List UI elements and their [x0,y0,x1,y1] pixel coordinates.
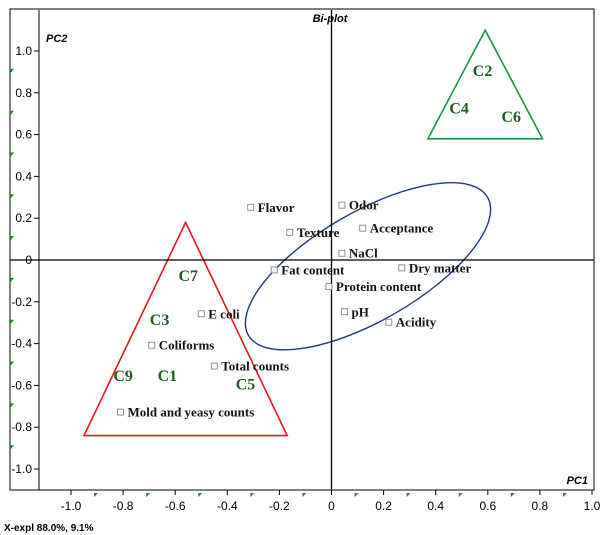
x-tick-marker [354,493,359,497]
variable-label: Total counts [221,359,289,374]
sample-label: C2 [473,63,493,80]
variable-marker [148,341,156,349]
x-tick-label: 1.0 [584,499,601,513]
x-tick-marker [146,493,151,497]
cluster-ellipse [244,182,492,351]
x-tick-label: 0.8 [532,499,549,513]
y-tick-label: 0 [25,253,32,267]
chart-title: Bi-plot [313,13,349,25]
y-tick-label: -0.8 [11,420,32,434]
x-tick-marker [198,493,203,497]
x-tick-label: 0.6 [479,499,496,513]
x-tick-marker [406,493,411,497]
y-tick-label: 0.6 [15,128,32,142]
variable-label: Mold and yeasy counts [127,405,254,420]
sample-label: C5 [236,377,256,394]
variable-label: Fat content [281,262,345,277]
sample-label: C3 [150,312,170,329]
variable-marker [247,203,255,211]
variable-marker [398,264,406,272]
y-tick-marker [10,110,14,116]
variable-marker [359,224,367,232]
y-tick-label: 0.4 [15,169,32,183]
y-tick-label: -0.4 [11,337,32,351]
x-tick-marker [562,493,567,497]
x-tick-label: 0.4 [427,499,444,513]
x-axis-title: PC1 [567,475,588,487]
x-tick-label: -0.8 [113,499,134,513]
y-tick-marker [10,152,14,158]
variable-label: Texture [297,225,340,240]
x-tick-label: -0.4 [217,499,238,513]
sample-labels: C2 C4 C6 C7 C3 C9 C1 C5 [113,63,521,394]
variable-label: E coli [208,306,240,321]
variable-label: Protein content [336,279,422,294]
x-tick-marker [94,493,99,497]
y-tick-marker [10,277,14,283]
group-triangle-green [426,28,544,140]
variable-label: Flavor [258,200,295,215]
y-tick-label: 0.2 [15,211,32,225]
x-tick-label: -0.6 [165,499,186,513]
variable-label: Acidity [396,315,437,330]
x-tick-label: 0.2 [375,499,392,513]
variable-marker [341,308,348,316]
sample-label: C6 [501,109,521,126]
variable-marker [338,249,346,257]
y-tick-label: -0.2 [11,295,32,309]
y-tick-label: -0.6 [11,378,32,392]
sample-label: C7 [178,268,198,285]
variable-label: NaCl [349,246,378,261]
variable-points: Flavor Odor Acceptance Texture NaCl Fat conte… [117,198,472,420]
x-tick-marker [302,493,307,497]
y-tick-label: -1.0 [11,462,32,476]
variable-marker [210,362,218,370]
x-tick-marker [510,493,515,497]
variable-marker [325,283,333,291]
variable-marker [117,408,124,416]
y-tick-label: 0.8 [15,86,32,100]
variable-label: Odor [349,198,379,213]
x-tick-label: -1.0 [61,499,82,513]
variable-marker [338,201,346,209]
sample-label: C9 [113,368,133,385]
variable-marker [385,318,393,326]
axes: -1.0 -0.8 -0.6 -0.4 -0.2 0 0.2 0.4 0.6 0.8 1.0 -1.0… [10,10,601,513]
variable-marker [197,310,205,318]
y-tick-marker [10,68,14,74]
plot-frame [9,8,595,491]
variable-marker [286,228,294,236]
variable-label: Dry matter [409,260,472,275]
y-tick-marker [10,236,14,242]
x-tick-label: 0 [328,499,335,513]
x-tick-label: -0.2 [269,499,290,513]
sample-label: C1 [158,368,178,385]
y-tick-marker [10,403,14,409]
variable-label: Coliforms [159,338,215,353]
group-triangle-red [82,220,289,437]
y-tick-marker [10,361,14,367]
sample-label: C4 [449,101,469,118]
y-tick-label: 1.0 [15,44,32,58]
y-tick-marker [10,445,14,451]
variable-marker [270,266,278,274]
y-tick-marker [10,194,14,200]
y-axis-title: PC2 [46,33,67,45]
variable-label: Acceptance [370,221,434,236]
x-tick-marker [250,493,255,497]
y-tick-marker [10,319,14,325]
x-tick-marker [458,493,463,497]
explained-variance-footer: X-expl 88.0%, 9.1% [4,523,94,534]
variable-label: pH [352,304,369,319]
group-shapes [82,28,544,437]
